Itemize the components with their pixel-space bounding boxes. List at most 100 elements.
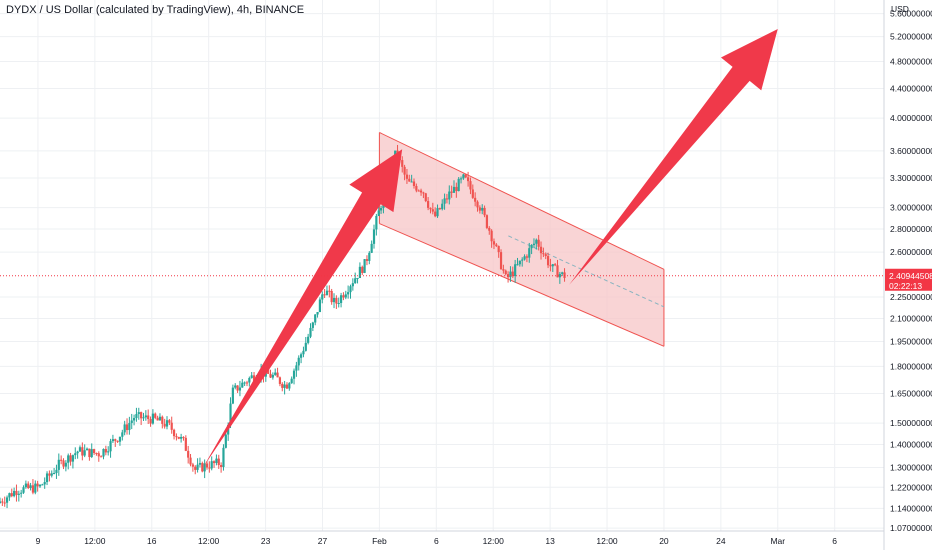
- candle-body: [342, 295, 345, 298]
- candle-body: [215, 458, 218, 464]
- candle-body: [290, 378, 293, 384]
- y-tick-label: 3.30000000: [890, 173, 932, 183]
- candle-body: [53, 473, 56, 475]
- candle-body: [288, 383, 291, 389]
- candle-body: [504, 270, 507, 275]
- channel-lower-line: [379, 223, 665, 347]
- candle-body: [276, 372, 279, 378]
- candle-body: [142, 417, 145, 419]
- candle-body: [250, 375, 253, 378]
- arrow-annotation-2[interactable]: [569, 28, 778, 285]
- x-tick-label: 6: [832, 536, 837, 546]
- candle-body: [295, 365, 298, 371]
- candle-body: [81, 447, 84, 456]
- candle-body: [229, 403, 232, 425]
- candle-body: [314, 314, 317, 323]
- candle-body: [187, 450, 190, 458]
- price-axis[interactable]: 5.60000000 5.20000000 4.80000000 4.40000000…: [890, 9, 932, 534]
- candle-body: [318, 299, 322, 312]
- candle-body: [71, 455, 75, 462]
- candle-body: [29, 485, 32, 489]
- candle-body: [419, 190, 423, 193]
- candles: [0, 144, 566, 509]
- x-tick-label: 23: [261, 536, 271, 546]
- candle-body: [523, 256, 526, 260]
- x-tick-label: 20: [659, 536, 669, 546]
- candle-body: [530, 245, 533, 249]
- candle-body: [544, 254, 547, 257]
- x-tick-label: 12:00: [596, 536, 618, 546]
- candle-body: [403, 166, 406, 175]
- arrow-annotations[interactable]: [202, 28, 778, 468]
- y-tick-label: 3.00000000: [890, 203, 932, 213]
- candle-body: [88, 448, 91, 458]
- candle-body: [379, 207, 383, 211]
- candle-body: [208, 467, 211, 469]
- candle-body: [448, 191, 451, 200]
- candle-body: [34, 483, 37, 493]
- candle-body: [525, 256, 529, 258]
- candle-body: [347, 292, 350, 295]
- candle-body: [514, 264, 517, 277]
- candle-body: [556, 265, 559, 278]
- candle-body: [236, 385, 239, 391]
- candle-body: [436, 208, 439, 217]
- candle-body: [283, 384, 286, 388]
- candle-body: [405, 174, 409, 179]
- candle-body: [57, 459, 60, 470]
- candle-body: [31, 485, 35, 493]
- candle-body: [497, 246, 500, 253]
- grid: [0, 0, 884, 531]
- candle-body: [330, 290, 333, 303]
- candle-body: [231, 387, 234, 404]
- candle-body: [238, 387, 242, 391]
- candle-body: [339, 295, 343, 304]
- candle-body: [151, 413, 154, 424]
- candle-body: [27, 483, 30, 489]
- candle-body: [365, 259, 369, 261]
- time-axis[interactable]: 9 12:00 16 12:00 23 27 Feb 6 12:00 13 12:00 20 24 Mar…: [36, 536, 838, 546]
- candle-body: [76, 451, 79, 454]
- x-tick-label: 16: [147, 536, 157, 546]
- candle-body: [198, 463, 202, 465]
- price-channel[interactable]: [378, 132, 665, 347]
- candle-body: [363, 259, 366, 273]
- candle-body: [361, 266, 364, 273]
- y-tick-label: 1.14000000: [890, 503, 932, 513]
- candle-body: [201, 463, 204, 472]
- candle-body: [109, 441, 112, 452]
- candle-body: [234, 385, 237, 388]
- candle-body: [542, 253, 545, 255]
- candle-body: [55, 469, 58, 474]
- candle-body: [177, 436, 180, 439]
- candle-body: [123, 424, 126, 433]
- candle-body: [158, 416, 162, 421]
- candle-body: [438, 208, 441, 210]
- candle-body: [38, 484, 42, 487]
- candle-body: [8, 493, 11, 498]
- candle-body: [69, 455, 72, 462]
- candle-body: [408, 178, 411, 182]
- candle-body: [111, 439, 115, 442]
- y-tick-label: 1.95000000: [890, 337, 932, 347]
- candle-body: [450, 191, 453, 193]
- candle-body: [516, 264, 519, 266]
- candle-body: [267, 368, 270, 374]
- candle-body: [563, 272, 566, 278]
- candle-body: [248, 377, 251, 383]
- candle-body: [302, 350, 305, 355]
- candle-body: [48, 473, 51, 476]
- y-tick-label: 2.25000000: [890, 292, 932, 302]
- candle-body: [194, 466, 197, 470]
- candle-body: [154, 413, 157, 418]
- arrow-annotation-1[interactable]: [202, 149, 403, 468]
- x-tick-label: Feb: [372, 536, 387, 546]
- candle-body: [455, 186, 458, 192]
- y-tick-label: 1.50000000: [890, 418, 932, 428]
- y-tick-label: 1.40000000: [890, 440, 932, 450]
- candle-body: [469, 181, 472, 190]
- candle-body: [184, 437, 187, 451]
- candle-body: [441, 203, 444, 210]
- candle-body: [377, 210, 380, 216]
